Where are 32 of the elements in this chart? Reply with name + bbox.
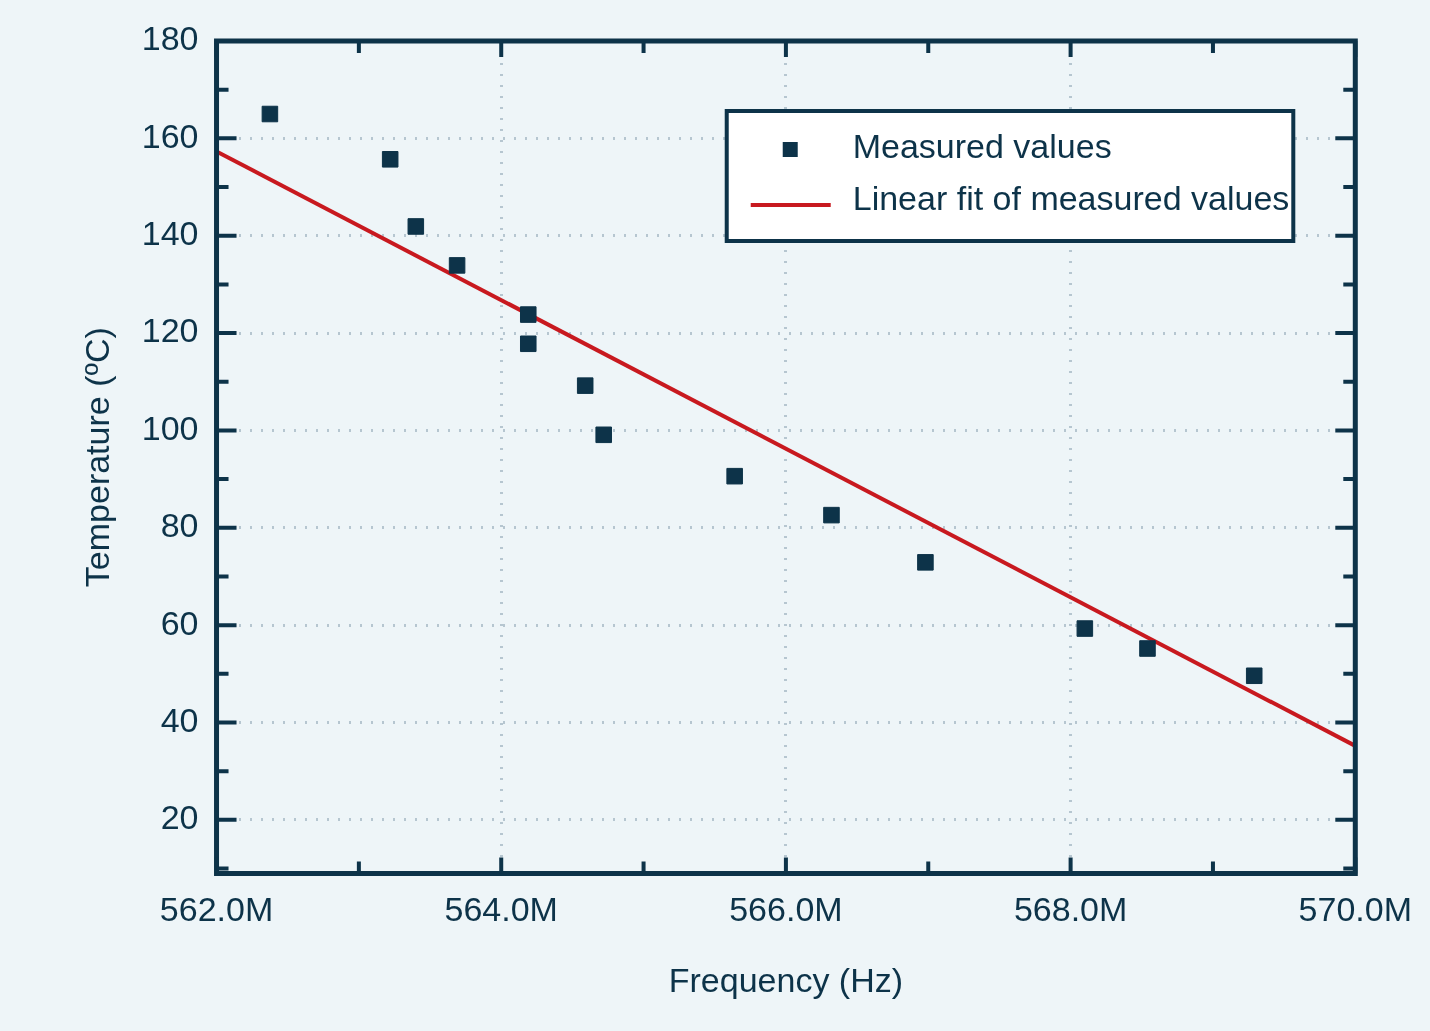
x-tick-label: 566.0M — [729, 890, 843, 929]
x-tick-label: 570.0M — [1298, 890, 1412, 929]
point — [595, 426, 612, 444]
point — [1245, 667, 1263, 685]
point — [726, 467, 743, 485]
x-tick-label: 562.0M — [159, 890, 274, 929]
point — [519, 335, 537, 353]
point — [519, 306, 537, 323]
y-tick-label: 100 — [141, 408, 199, 447]
point — [576, 377, 594, 394]
legend-label: Measured values — [852, 127, 1112, 166]
y-tick-label: 120 — [141, 311, 199, 350]
x-tick-label: 568.0M — [1013, 890, 1128, 929]
y-tick-label: 40 — [160, 700, 199, 739]
x-axis-title: Frequency (Hz) — [668, 960, 904, 999]
y-axis-title: Temperature (ºC) — [77, 327, 116, 588]
point — [407, 218, 425, 235]
y-tick-label: 160 — [141, 116, 199, 155]
y-tick-label: 60 — [160, 603, 199, 642]
legend-label: Linear fit of measured values — [852, 179, 1290, 218]
y-tick-label: 80 — [160, 506, 199, 545]
y-tick-label: 20 — [160, 798, 199, 837]
x-tick-label: 564.0M — [444, 890, 558, 929]
point — [1076, 620, 1094, 637]
y-tick-label: 140 — [141, 214, 199, 253]
point — [448, 257, 466, 274]
point — [823, 506, 840, 524]
point — [381, 151, 399, 168]
y-tick-label: 180 — [141, 19, 199, 58]
point — [261, 105, 279, 123]
point — [917, 554, 934, 571]
point — [1139, 640, 1156, 657]
